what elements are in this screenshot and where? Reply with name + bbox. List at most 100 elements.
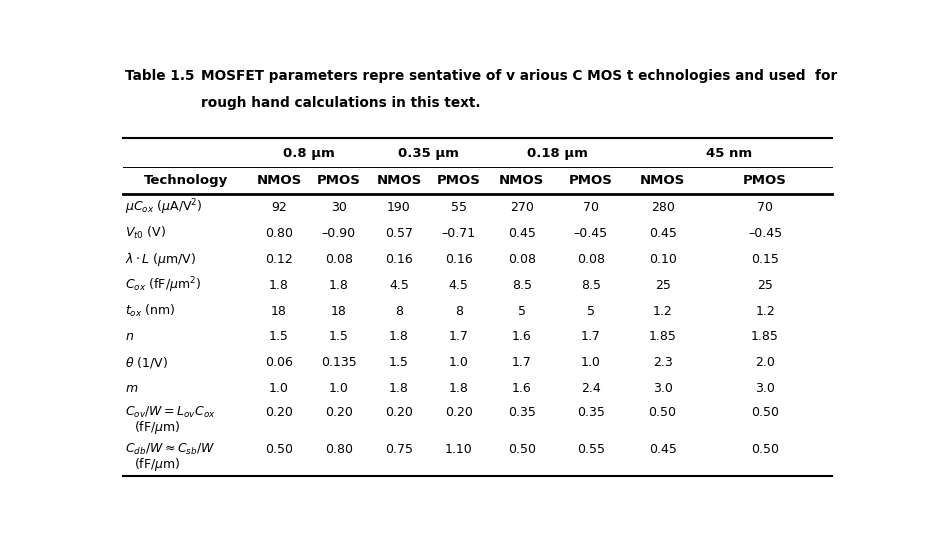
Text: 0.50: 0.50 [507,443,535,456]
Text: 0.45: 0.45 [507,227,535,240]
Text: 1.10: 1.10 [444,443,472,456]
Text: 45 nm: 45 nm [705,147,752,160]
Text: (fF/$\mu$m): (fF/$\mu$m) [133,418,181,436]
Text: 0.75: 0.75 [385,443,413,456]
Text: $n$: $n$ [125,330,134,343]
Text: 0.8 μm: 0.8 μm [283,147,335,160]
Text: 0.50: 0.50 [750,443,779,456]
Text: 0.35: 0.35 [507,406,535,419]
Text: 1.85: 1.85 [750,330,778,343]
Text: $m$: $m$ [125,382,138,395]
Text: 0.16: 0.16 [444,253,472,266]
Text: 1.8: 1.8 [388,382,409,395]
Text: 92: 92 [271,201,286,214]
Text: NMOS: NMOS [376,174,421,187]
Text: Technology: Technology [144,174,228,187]
Text: 2.0: 2.0 [755,356,774,369]
Text: –0.45: –0.45 [747,227,781,240]
Text: PMOS: PMOS [568,174,612,187]
Text: PMOS: PMOS [317,174,361,187]
Text: $t_{ox}$ (nm): $t_{ox}$ (nm) [125,303,176,319]
Text: 190: 190 [387,201,411,214]
Text: 1.2: 1.2 [755,305,774,318]
Text: 2.4: 2.4 [580,382,600,395]
Text: NMOS: NMOS [256,174,301,187]
Text: 0.35 μm: 0.35 μm [398,147,459,160]
Text: 1.0: 1.0 [449,356,468,369]
Text: 0.20: 0.20 [265,406,293,419]
Text: –0.45: –0.45 [573,227,607,240]
Text: 1.7: 1.7 [580,330,600,343]
Text: 8: 8 [395,305,402,318]
Text: 0.50: 0.50 [264,443,293,456]
Text: 1.85: 1.85 [648,330,676,343]
Text: 280: 280 [650,201,674,214]
Text: 0.35: 0.35 [576,406,604,419]
Text: 1.8: 1.8 [388,330,409,343]
Text: 1.0: 1.0 [580,356,600,369]
Text: –0.90: –0.90 [322,227,356,240]
Text: 0.15: 0.15 [750,253,778,266]
Text: 0.18 μm: 0.18 μm [527,147,588,160]
Text: 25: 25 [654,279,670,292]
Text: 0.55: 0.55 [576,443,604,456]
Text: 8.5: 8.5 [580,279,600,292]
Text: 1.2: 1.2 [652,305,672,318]
Text: 1.6: 1.6 [511,330,531,343]
Text: $V_{t0}$ (V): $V_{t0}$ (V) [125,225,166,241]
Text: NMOS: NMOS [640,174,684,187]
Text: 0.135: 0.135 [321,356,357,369]
Text: 0.20: 0.20 [444,406,472,419]
Text: PMOS: PMOS [743,174,786,187]
Text: 0.80: 0.80 [264,227,293,240]
Text: 1.8: 1.8 [449,382,468,395]
Text: 1.5: 1.5 [269,330,288,343]
Text: 0.06: 0.06 [265,356,293,369]
Text: $\theta$ (1/V): $\theta$ (1/V) [125,355,168,370]
Text: 5: 5 [517,305,525,318]
Text: 1.7: 1.7 [449,330,468,343]
Text: 0.20: 0.20 [385,406,413,419]
Text: 1.5: 1.5 [388,356,409,369]
Text: 0.80: 0.80 [324,443,352,456]
Text: 1.0: 1.0 [329,382,349,395]
Text: 0.45: 0.45 [648,443,676,456]
Text: 2.3: 2.3 [652,356,672,369]
Text: 18: 18 [271,305,286,318]
Text: 0.08: 0.08 [576,253,604,266]
Text: 0.20: 0.20 [324,406,352,419]
Text: 270: 270 [509,201,533,214]
Text: 1.8: 1.8 [329,279,349,292]
Text: 1.6: 1.6 [511,382,531,395]
Text: 0.10: 0.10 [648,253,676,266]
Text: $\lambda \cdot L$ ($\mu$m/V): $\lambda \cdot L$ ($\mu$m/V) [125,251,197,268]
Text: (fF/$\mu$m): (fF/$\mu$m) [133,456,181,473]
Text: 18: 18 [331,305,347,318]
Text: 30: 30 [331,201,347,214]
Text: 1.5: 1.5 [329,330,349,343]
Text: 8.5: 8.5 [511,279,531,292]
Text: 55: 55 [451,201,466,214]
Text: 1.7: 1.7 [511,356,531,369]
Text: 0.50: 0.50 [750,406,779,419]
Text: 1.8: 1.8 [269,279,288,292]
Text: rough hand calculations in this text.: rough hand calculations in this text. [200,96,480,110]
Text: 8: 8 [454,305,463,318]
Text: $C_{ox}$ (fF/$\mu$m$^2$): $C_{ox}$ (fF/$\mu$m$^2$) [125,275,201,295]
Text: 25: 25 [756,279,772,292]
Text: 70: 70 [582,201,598,214]
Text: 0.57: 0.57 [385,227,413,240]
Text: 3.0: 3.0 [755,382,774,395]
Text: NMOS: NMOS [499,174,543,187]
Text: 0.16: 0.16 [385,253,413,266]
Text: 3.0: 3.0 [652,382,672,395]
Text: PMOS: PMOS [437,174,480,187]
Text: 0.08: 0.08 [507,253,535,266]
Text: 4.5: 4.5 [388,279,409,292]
Text: $C_{db}/W \approx C_{sb}/W$: $C_{db}/W \approx C_{sb}/W$ [125,442,215,457]
Text: 4.5: 4.5 [449,279,468,292]
Text: MOSFET parameters repre sentative of v arious C MOS t echnologies and used  for: MOSFET parameters repre sentative of v a… [200,69,836,83]
Text: 0.50: 0.50 [648,406,676,419]
Text: 0.08: 0.08 [324,253,352,266]
Text: 70: 70 [756,201,772,214]
